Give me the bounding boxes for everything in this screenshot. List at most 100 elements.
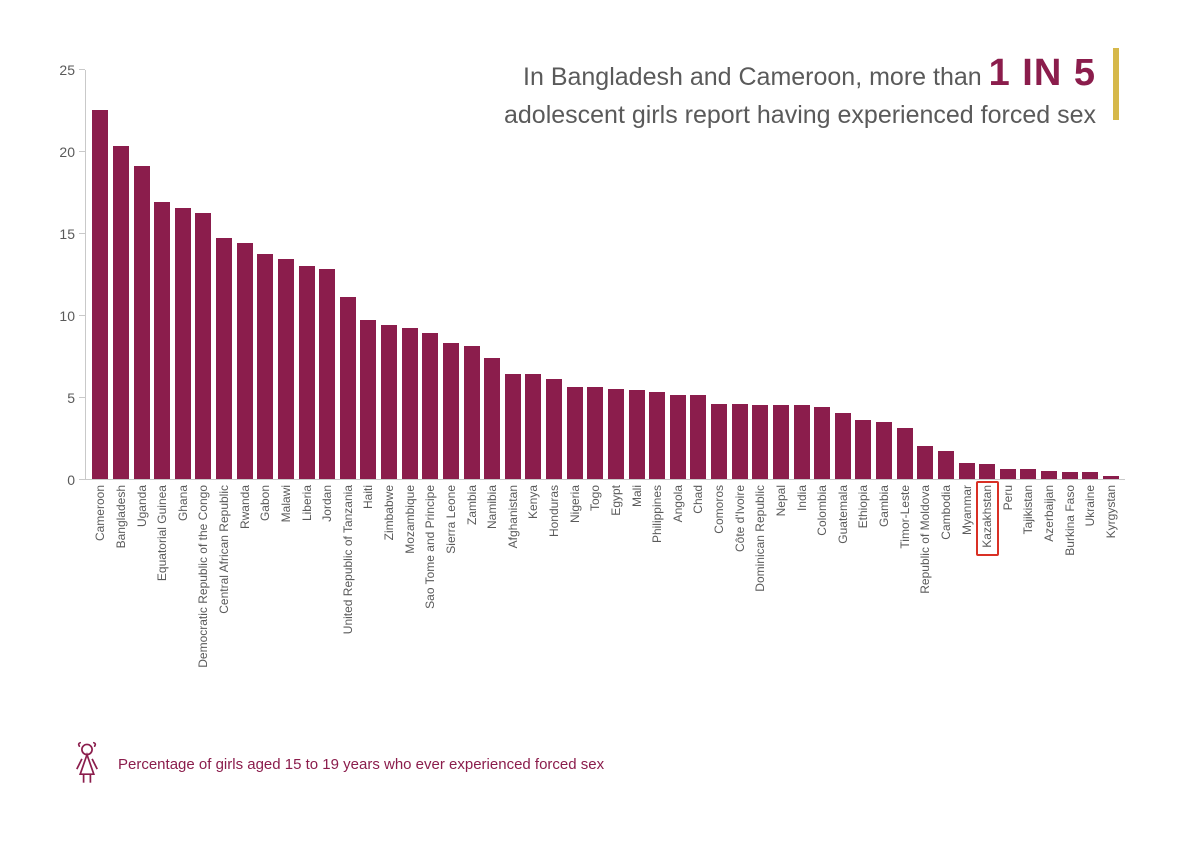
bar-column: Dominican Republic xyxy=(750,405,771,479)
y-tick-label: 15 xyxy=(35,226,75,242)
bar-column: Peru xyxy=(998,469,1019,479)
bar-column: Guatemala xyxy=(833,413,854,479)
bar xyxy=(670,395,686,479)
bar-column: Côte d'Ivoire xyxy=(729,404,750,479)
bar xyxy=(690,395,706,479)
bar-column: Timor-Leste xyxy=(894,428,915,479)
x-label: Liberia xyxy=(300,479,314,521)
caption: Percentage of girls aged 15 to 19 years … xyxy=(70,740,604,788)
y-tick-label: 20 xyxy=(35,144,75,160)
bar xyxy=(1041,471,1057,479)
bar-column: Azerbaijan xyxy=(1039,471,1060,479)
bar xyxy=(134,166,150,479)
bar xyxy=(938,451,954,479)
bar xyxy=(1000,469,1016,479)
x-label: United Republic of Tanzania xyxy=(341,479,355,634)
bar-column: Rwanda xyxy=(234,243,255,479)
x-label: Gabon xyxy=(258,479,272,521)
bar-column: Ukraine xyxy=(1080,472,1101,479)
x-label: Ghana xyxy=(176,479,190,521)
x-label: Zimbabwe xyxy=(382,479,396,540)
plot-area: CameroonBangladeshUgandaEquatorial Guine… xyxy=(85,70,1125,480)
x-label: Republic of Moldova xyxy=(918,479,932,594)
bar-column: Ghana xyxy=(173,208,194,479)
x-label: Comoros xyxy=(712,479,726,534)
bar xyxy=(195,213,211,479)
bar xyxy=(381,325,397,479)
y-tick-label: 25 xyxy=(35,62,75,78)
x-label: Cambodia xyxy=(939,479,953,540)
x-label: Mozambique xyxy=(403,479,417,554)
bar xyxy=(546,379,562,479)
bar-column: Togo xyxy=(585,387,606,479)
bar-column: Afghanistan xyxy=(503,374,524,479)
bar-column: Ethiopia xyxy=(853,420,874,479)
bar xyxy=(897,428,913,479)
y-tick-label: 0 xyxy=(35,472,75,488)
y-tick-mark xyxy=(79,397,85,398)
x-label: Sierra Leone xyxy=(444,479,458,554)
x-label: Côte d'Ivoire xyxy=(733,479,747,552)
x-label: Uganda xyxy=(135,479,149,527)
y-tick-mark xyxy=(79,233,85,234)
x-label: Afghanistan xyxy=(506,479,520,548)
x-label: Haiti xyxy=(361,479,375,509)
bar-column: Uganda xyxy=(131,166,152,479)
x-label: India xyxy=(795,479,809,511)
x-label: Sao Tome and Principe xyxy=(423,479,437,609)
y-tick-mark xyxy=(79,151,85,152)
girl-icon xyxy=(70,740,104,788)
bar-chart: CameroonBangladeshUgandaEquatorial Guine… xyxy=(35,70,1125,500)
bar-column: Chad xyxy=(688,395,709,479)
x-label: Bangladesh xyxy=(114,479,128,548)
bar xyxy=(629,390,645,479)
bar-column: Angola xyxy=(668,395,689,479)
bar xyxy=(340,297,356,479)
bar xyxy=(360,320,376,479)
bar xyxy=(855,420,871,479)
x-label: Jordan xyxy=(320,479,334,522)
bar xyxy=(505,374,521,479)
bar-column: Malawi xyxy=(276,259,297,479)
bar-column: Liberia xyxy=(296,266,317,479)
bar xyxy=(917,446,933,479)
x-label: Myanmar xyxy=(960,479,974,535)
bar-column: Burkina Faso xyxy=(1059,472,1080,479)
bar-column: Myanmar xyxy=(956,463,977,479)
bar-column: India xyxy=(791,405,812,479)
x-label: Mali xyxy=(630,479,644,507)
y-tick-label: 5 xyxy=(35,390,75,406)
bar-column: Haiti xyxy=(358,320,379,479)
x-label: Guatemala xyxy=(836,479,850,544)
bar xyxy=(959,463,975,479)
bar xyxy=(752,405,768,479)
bar xyxy=(732,404,748,479)
x-label: Honduras xyxy=(547,479,561,537)
x-label: Zambia xyxy=(465,479,479,525)
bar xyxy=(92,110,108,479)
bar xyxy=(835,413,851,479)
bar-column: Sao Tome and Principe xyxy=(420,333,441,479)
x-label: Ukraine xyxy=(1083,479,1097,526)
x-label: Democratic Republic of the Congo xyxy=(196,479,210,668)
bar-column: Equatorial Guinea xyxy=(152,202,173,479)
x-label: Peru xyxy=(1001,479,1015,510)
bar-column: Tajikistan xyxy=(1018,469,1039,479)
bar-column: Republic of Moldova xyxy=(915,446,936,479)
bar xyxy=(443,343,459,479)
bar-column: United Republic of Tanzania xyxy=(338,297,359,479)
bar xyxy=(464,346,480,479)
x-label: Kenya xyxy=(526,479,540,519)
x-label: Philippines xyxy=(650,479,664,543)
bar-column: Nepal xyxy=(771,405,792,479)
bar xyxy=(608,389,624,479)
y-tick-mark xyxy=(79,69,85,70)
bar-column: Kyrgystan xyxy=(1101,476,1122,479)
x-label: Angola xyxy=(671,479,685,522)
bar xyxy=(1020,469,1036,479)
bar xyxy=(422,333,438,479)
bar xyxy=(113,146,129,479)
x-label: Malawi xyxy=(279,479,293,522)
x-label: Nigeria xyxy=(568,479,582,523)
bar-column: Kenya xyxy=(523,374,544,479)
